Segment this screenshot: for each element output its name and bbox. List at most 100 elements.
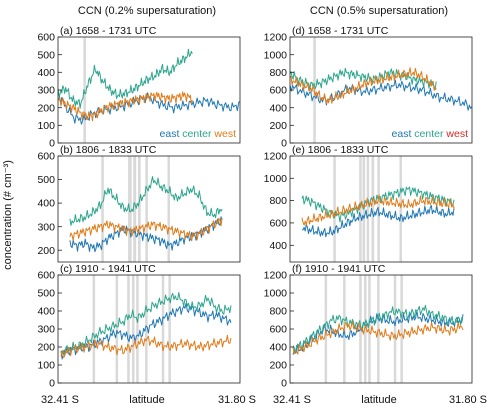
series-line-west [69, 217, 223, 242]
series-line-center [60, 292, 232, 356]
y-tick-label: 300 [37, 324, 55, 336]
chart-panel-b: 200 300 400 500 600 (b) 1806 - 1833 UTC [37, 144, 241, 263]
y-tick-label: 400 [269, 240, 287, 252]
legend-entry-center: center [411, 128, 444, 140]
series-line-west [60, 334, 232, 358]
y-tick-label: 0 [281, 378, 287, 390]
legend-entry-center: center [179, 128, 212, 140]
shaded-band [371, 156, 375, 262]
panel-title-d: (d) 1658 - 1731 UTC [292, 25, 389, 37]
series-line-west [301, 194, 455, 226]
shaded-band [138, 156, 141, 262]
legend: east center west [160, 128, 237, 140]
series-line-east [301, 204, 455, 238]
shaded-band [127, 275, 130, 383]
y-tick-label: 0 [49, 138, 55, 150]
y-tick-label: 100 [37, 360, 55, 372]
shaded-band [92, 275, 96, 383]
shaded-band [128, 156, 132, 262]
shaded-band [161, 275, 165, 383]
legend-entry-west: west [443, 128, 468, 140]
shaded-band [136, 275, 139, 383]
series-line-east [289, 79, 473, 111]
shaded-band [168, 275, 171, 383]
y-axis-label: concentration (# cm⁻³) [2, 160, 14, 270]
series-line-west [289, 67, 437, 105]
shaded-band [132, 275, 135, 383]
axes-frame [289, 155, 473, 263]
series-line-west [292, 321, 464, 355]
y-tick-label: 400 [37, 67, 55, 79]
series-line-east [60, 302, 232, 360]
x-end-label-left: 31.80 S [218, 394, 256, 406]
shaded-band [377, 275, 380, 383]
chart-panels: 0 100 200 300 400 500 600 (a) 1658 - 1731 UTC ea… [37, 25, 473, 390]
panel-title-f: (f) 1910 - 1941 UTC [292, 263, 386, 275]
y-tick-label: 1000 [264, 288, 288, 300]
y-tick-label: 600 [37, 270, 55, 282]
shaded-band [324, 275, 328, 383]
y-tick-label: 300 [37, 85, 55, 97]
legend-entry-east: east [392, 128, 412, 140]
y-tick-label: 200 [37, 342, 55, 354]
series-line-center [289, 67, 437, 91]
y-tick-label: 400 [269, 102, 287, 114]
shaded-band [393, 275, 397, 383]
y-tick-label: 600 [269, 85, 287, 97]
y-tick-label: 600 [37, 32, 55, 44]
y-tick-label: 500 [37, 49, 55, 61]
column-title-left: CCN (0.2% supersaturation) [78, 5, 216, 17]
y-tick-label: 200 [269, 360, 287, 372]
y-tick-label: 800 [269, 195, 287, 207]
y-tick-label: 0 [281, 138, 287, 150]
y-tick-label: 600 [37, 151, 55, 163]
chart-panel-f: 0 200 400 600 800 1000 1200 (f) 1910 - 1941 UTC [264, 263, 473, 390]
shaded-band [333, 156, 336, 262]
series-line-center [69, 176, 223, 226]
shaded-band [400, 275, 403, 383]
shaded-band [167, 156, 170, 262]
shaded-band [368, 275, 371, 383]
series-line-west [57, 91, 193, 122]
legend-entry-east: east [160, 128, 180, 140]
y-tick-label: 1000 [264, 49, 288, 61]
y-tick-label: 300 [37, 221, 55, 233]
y-tick-label: 1200 [264, 270, 288, 282]
y-tick-label: 1200 [264, 32, 288, 44]
y-tick-label: 500 [37, 174, 55, 186]
axes-frame [57, 155, 241, 263]
y-tick-label: 0 [49, 378, 55, 390]
shaded-band [83, 37, 86, 143]
y-tick-label: 200 [37, 102, 55, 114]
shaded-band [359, 156, 362, 262]
y-tick-label: 400 [269, 342, 287, 354]
shaded-band [364, 275, 367, 383]
shaded-band [115, 275, 119, 383]
axes-frame [289, 274, 473, 384]
shaded-band [145, 156, 148, 262]
x-start-label-right: 32.41 S [273, 394, 311, 406]
y-tick-label: 800 [269, 67, 287, 79]
y-tick-label: 200 [37, 245, 55, 257]
x-end-label-right: 31.80 S [449, 394, 487, 406]
y-tick-label: 400 [37, 198, 55, 210]
panel-title-e: (e) 1806 - 1833 UTC [292, 144, 389, 156]
chart-panel-d: 0 200 400 600 800 1000 1200 (d) 1658 - 1731 UTC… [264, 25, 473, 150]
y-tick-label: 200 [269, 120, 287, 132]
legend: east center west [392, 128, 469, 140]
shaded-band [133, 156, 137, 262]
y-tick-label: 1200 [264, 151, 288, 163]
y-tick-label: 600 [269, 218, 287, 230]
panel-title-b: (b) 1806 - 1833 UTC [60, 144, 157, 156]
series-line-center [57, 48, 193, 109]
y-tick-label: 100 [37, 120, 55, 132]
x-axis-label-right: latitude [361, 394, 396, 406]
x-start-label-left: 32.41 S [41, 394, 79, 406]
y-tick-label: 600 [269, 324, 287, 336]
y-tick-label: 400 [37, 306, 55, 318]
panel-title-a: (a) 1658 - 1731 UTC [60, 25, 157, 37]
chart-panel-c: 0 100 200 300 400 500 600 (c) 1910 - 1941 UTC [37, 263, 241, 390]
shaded-band [145, 275, 148, 383]
legend-entry-west: west [211, 128, 236, 140]
